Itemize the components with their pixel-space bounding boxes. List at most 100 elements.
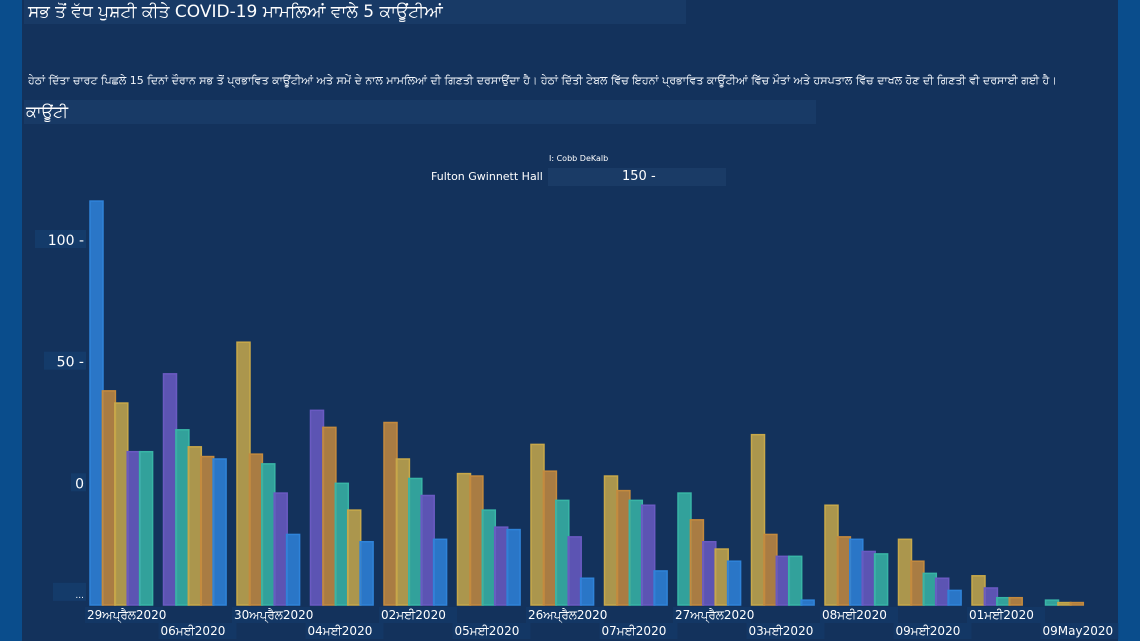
bar-gwinnett <box>763 533 778 606</box>
legend-value: 150 - <box>622 169 656 184</box>
legend-small-text: I: Cobb DeKalb <box>549 154 609 163</box>
bar-cobb <box>567 536 582 606</box>
bar-dekalb <box>628 499 644 606</box>
x-tick-bg <box>893 623 972 639</box>
x-tick-label: 09May2020 <box>1043 624 1114 638</box>
x-tick-bg <box>967 607 1045 623</box>
bar-dekalb <box>138 450 154 606</box>
y-tick-bg <box>44 351 86 370</box>
legend-value-background <box>548 168 726 186</box>
bar-fulton <box>579 577 595 606</box>
bar-cobb <box>775 555 791 606</box>
bar-cobb <box>273 492 288 606</box>
bar-cobb <box>640 504 656 606</box>
bar-dekalb <box>677 492 692 606</box>
x-tick-bg <box>85 607 163 623</box>
bar-hall <box>114 402 129 606</box>
x-tick-label: 09ਮਈ2020 <box>896 624 961 638</box>
x-tick-label: 01ਮਈ2020 <box>969 608 1034 622</box>
bar-hall <box>456 472 472 606</box>
bar-fulton <box>849 538 864 606</box>
x-tick-bg <box>305 623 384 639</box>
bar-hall <box>603 475 619 606</box>
bar-fulton <box>506 528 521 606</box>
y-tick-label: 0 <box>75 476 84 492</box>
bar-gwinnett <box>1008 596 1023 606</box>
legend: Fulton Gwinnett Hall 150 - <box>428 168 726 186</box>
x-tick-label: 02ਮਈ2020 <box>381 608 446 622</box>
bar-dekalb <box>555 499 570 606</box>
bar-gwinnett <box>383 421 398 606</box>
bar-fulton <box>89 200 104 606</box>
bar-dekalb <box>334 482 350 606</box>
y-tick-label: 100 - <box>48 233 84 249</box>
bar-gwinnett <box>910 560 925 606</box>
bar-fulton <box>359 540 374 606</box>
x-tick-bg <box>820 607 898 623</box>
bar-fulton <box>726 560 742 606</box>
bar-fulton <box>212 458 227 606</box>
bar-dekalb <box>408 477 423 606</box>
x-tick-label: 27ਅਪ੍ਰੈਲ2020 <box>675 608 754 623</box>
bar-hall <box>187 446 203 606</box>
bar-hall <box>971 575 986 606</box>
bar-gwinnett <box>689 519 705 606</box>
x-tick-label: 03ਮਈ2020 <box>749 624 814 638</box>
bar-cobb <box>420 494 435 606</box>
bar-gwinnett <box>616 489 631 606</box>
x-tick-label: 30ਅਪ੍ਰੈਲ2020 <box>234 608 313 623</box>
bar-hall <box>1057 601 1072 606</box>
bar-fulton <box>432 538 448 606</box>
x-tick-bg <box>452 623 531 639</box>
legend-series-names: Fulton Gwinnett Hall <box>431 170 543 183</box>
bar-cobb <box>861 550 876 606</box>
bar-gwinnett <box>322 426 337 606</box>
bar-cobb <box>702 540 717 606</box>
bar-hall <box>395 458 411 606</box>
x-tick-label: 08ਮਈ2020 <box>822 608 887 622</box>
y-tick-bg <box>53 582 86 601</box>
bar-hall <box>897 538 913 606</box>
bar-fulton <box>947 589 962 606</box>
bar-fulton <box>800 599 815 606</box>
chart-description: ਹੇਠਾਂ ਦਿੱਤਾ ਚਾਰਟ ਪਿਛਲੇ 15 ਦਿਨਾਂ ਦੌਰਾਨ ਸਭ… <box>28 74 1057 87</box>
x-tick-bg <box>746 623 825 639</box>
bar-hall <box>530 443 545 606</box>
y-tick-label: ... <box>75 591 84 601</box>
bar-dekalb <box>261 463 276 606</box>
y-tick-bg <box>71 473 86 492</box>
bar-gwinnett <box>101 390 117 606</box>
bar-dekalb <box>1044 599 1060 606</box>
bar-gwinnett <box>1069 601 1085 606</box>
bar-hall <box>236 341 251 606</box>
x-tick-bg <box>232 607 310 623</box>
bar-cobb <box>934 577 950 606</box>
x-tick-bg <box>599 623 678 639</box>
x-tick-bg <box>526 607 604 623</box>
bar-cobb <box>126 450 141 606</box>
bar-dekalb <box>481 509 497 606</box>
bar-gwinnett <box>248 453 264 606</box>
bar-fulton <box>285 533 301 606</box>
bar-cobb <box>983 587 999 606</box>
y-tick-label: 50 - <box>57 355 84 371</box>
bar-dekalb <box>873 553 889 606</box>
bar-hall <box>714 548 729 606</box>
bar-gwinnett <box>836 536 852 606</box>
bar-cobb <box>493 526 509 606</box>
x-tick-label: 29ਅਪ੍ਰੈਲ2020 <box>87 608 166 623</box>
x-tick-bg <box>1040 623 1119 639</box>
x-tick-bg <box>673 607 751 623</box>
bar-hall <box>346 509 362 606</box>
bar-cobb <box>162 373 178 606</box>
x-tick-label: 06ਮਈ2020 <box>161 624 226 638</box>
bar-cobb <box>309 409 325 606</box>
left-edge-strip <box>0 0 22 641</box>
bar-dekalb <box>175 429 190 606</box>
x-tick-bg <box>158 623 237 639</box>
x-tick-bg <box>379 607 457 623</box>
right-edge-strip <box>1118 0 1140 641</box>
bar-hall <box>824 504 839 606</box>
bar-gwinnett <box>542 470 558 606</box>
x-tick-label: 07ਮਈ2020 <box>602 624 667 638</box>
